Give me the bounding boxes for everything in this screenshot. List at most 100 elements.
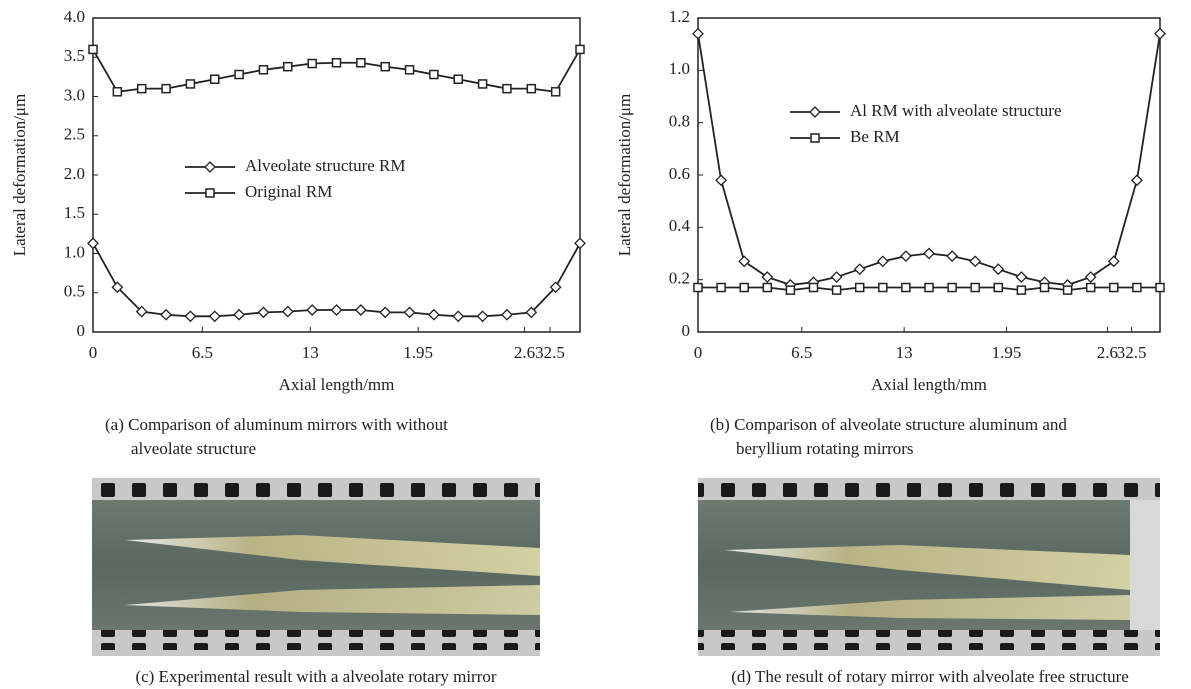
- marker: [808, 282, 819, 293]
- chart-caption: alveolate structure: [131, 439, 256, 458]
- marker: [1016, 285, 1027, 295]
- y-tick-label: 2.0: [64, 164, 85, 183]
- marker: [380, 61, 390, 72]
- marker: [258, 65, 269, 75]
- marker: [1132, 282, 1142, 293]
- x-tick-label: 0: [694, 343, 703, 362]
- marker: [427, 308, 440, 321]
- marker: [738, 255, 751, 268]
- marker: [762, 282, 773, 293]
- marker: [1109, 282, 1119, 293]
- marker: [112, 87, 123, 97]
- x-tick-label: 0: [89, 343, 98, 362]
- marker: [574, 237, 586, 250]
- y-tick-label: 0.2: [669, 269, 690, 288]
- marker: [87, 237, 99, 250]
- marker: [854, 282, 865, 293]
- marker: [160, 308, 172, 321]
- y-tick-label: 0.5: [64, 282, 85, 301]
- marker: [429, 69, 439, 80]
- legend-label: Alveolate structure RM: [245, 156, 406, 175]
- marker: [330, 304, 343, 316]
- y-tick-label: 0: [77, 321, 86, 340]
- y-tick-label: 1.2: [669, 7, 690, 26]
- x-tick-label: 13: [302, 343, 319, 362]
- x-tick-label: 1.95: [992, 343, 1022, 362]
- marker: [1062, 285, 1073, 295]
- marker: [136, 83, 147, 94]
- marker: [992, 263, 1005, 276]
- marker: [379, 306, 392, 319]
- x-tick-label: 1.95: [403, 343, 433, 362]
- marker: [901, 282, 911, 293]
- marker: [575, 44, 585, 55]
- legend-label: Original RM: [245, 182, 332, 201]
- marker: [1084, 271, 1097, 283]
- marker: [161, 83, 171, 94]
- y-axis-label: Lateral deformation/μm: [615, 94, 634, 257]
- marker: [924, 282, 934, 293]
- x-tick-label: 32.5: [1117, 343, 1147, 362]
- marker: [204, 161, 216, 173]
- photo-d: [698, 478, 1160, 656]
- y-tick-label: 0: [682, 321, 691, 340]
- marker: [477, 79, 488, 89]
- chart-caption: (b) Comparison of alveolate structure al…: [710, 415, 1067, 434]
- marker: [1015, 271, 1028, 283]
- marker: [1154, 27, 1166, 40]
- marker: [878, 282, 888, 293]
- x-tick-label: 32.5: [535, 343, 565, 362]
- marker: [716, 282, 726, 293]
- marker: [257, 306, 270, 319]
- marker: [184, 310, 197, 323]
- marker: [947, 282, 957, 293]
- marker: [185, 79, 196, 89]
- y-tick-label: 1.5: [64, 203, 85, 222]
- x-tick-label: 2.6: [514, 343, 535, 362]
- photo-caption: (c) Experimental result with a alveolate…: [135, 667, 496, 686]
- x-tick-label: 6.5: [791, 343, 812, 362]
- marker: [809, 106, 821, 118]
- marker: [692, 27, 704, 40]
- y-tick-label: 4.0: [64, 7, 85, 26]
- marker: [550, 87, 561, 97]
- chart-caption: beryllium rotating mirrors: [736, 439, 914, 458]
- marker: [693, 282, 703, 293]
- marker: [876, 255, 889, 268]
- marker: [233, 308, 246, 321]
- x-tick-label: 13: [896, 343, 913, 362]
- y-axis-label: Lateral deformation/μm: [10, 94, 29, 257]
- marker: [208, 310, 221, 323]
- marker: [331, 57, 342, 68]
- y-tick-label: 1.0: [64, 242, 85, 261]
- legend-label: Al RM with alveolate structure: [850, 101, 1062, 120]
- x-tick-label: 6.5: [192, 343, 213, 362]
- marker: [993, 282, 1004, 293]
- marker: [205, 188, 215, 198]
- chart-caption: (a) Comparison of aluminum mirrors with …: [105, 415, 448, 434]
- marker: [306, 304, 319, 316]
- y-tick-label: 3.0: [64, 85, 85, 104]
- marker: [1155, 282, 1165, 293]
- marker: [969, 255, 982, 268]
- marker: [830, 271, 843, 283]
- marker: [452, 310, 465, 323]
- marker: [404, 65, 415, 75]
- marker: [210, 74, 220, 84]
- series-line: [697, 33, 1161, 286]
- marker: [502, 83, 512, 94]
- marker: [135, 305, 148, 318]
- marker: [946, 250, 959, 263]
- marker: [853, 263, 866, 276]
- y-tick-label: 2.5: [64, 125, 85, 144]
- y-tick-label: 0.6: [669, 164, 690, 183]
- marker: [810, 133, 820, 143]
- marker: [403, 306, 416, 319]
- marker: [1039, 282, 1050, 293]
- y-tick-label: 3.5: [64, 46, 85, 65]
- marker: [1130, 174, 1143, 187]
- photo-caption: (d) The result of rotary mirror with alv…: [731, 667, 1129, 686]
- marker: [283, 61, 293, 72]
- marker: [525, 306, 538, 319]
